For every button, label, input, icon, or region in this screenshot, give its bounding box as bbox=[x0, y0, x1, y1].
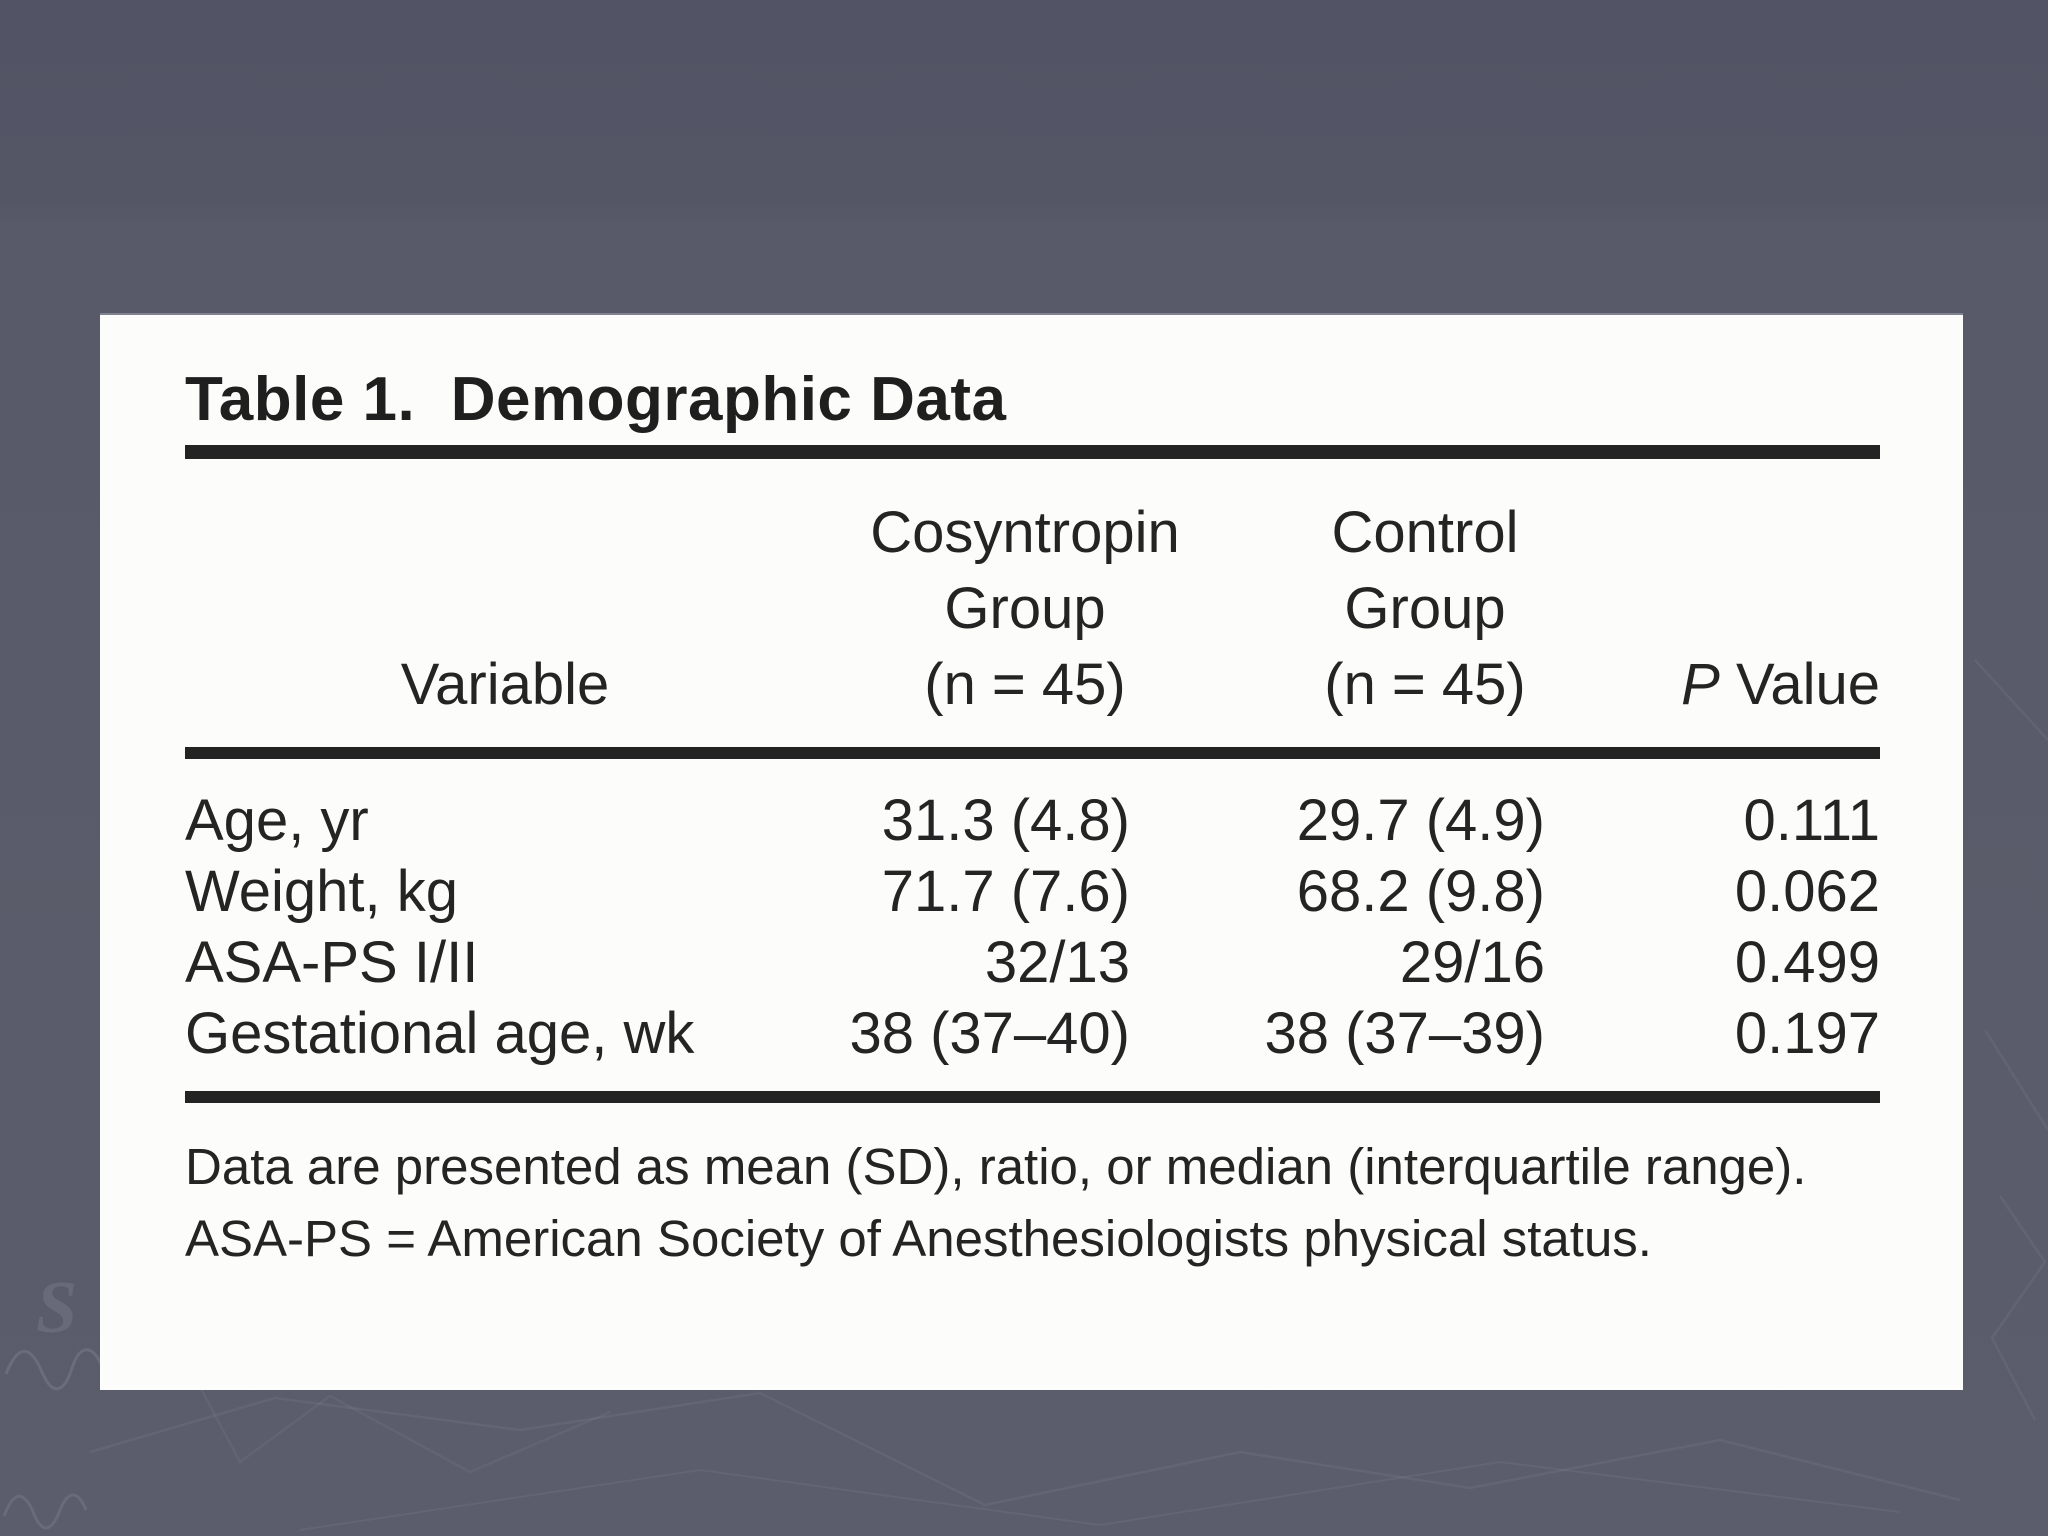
table-top-rule bbox=[185, 445, 1880, 459]
cell-control-value: 38 (37–39) bbox=[1264, 1001, 1545, 1066]
p-value-rest: Value bbox=[1719, 652, 1880, 717]
table-row-age: Age, yr 31.3 (4.8) 29.7 (4.9) 0.111 bbox=[185, 753, 1880, 856]
table-row-asa-ps: ASA-PS I/II 32/13 29/16 0.499 bbox=[185, 927, 1880, 998]
watermark-letter-s: S bbox=[36, 1267, 77, 1349]
watermark-polygon-lines bbox=[1974, 659, 2048, 1421]
cell-cosyntropin-value: 31.3 (4.8) bbox=[881, 788, 1130, 853]
cell-variable: Age, yr bbox=[185, 788, 369, 853]
header-line: (n = 45) bbox=[924, 652, 1126, 717]
header-line: Group bbox=[1344, 576, 1506, 641]
cell-cosyntropin-value: 38 (37–40) bbox=[849, 1001, 1130, 1066]
table-bottom-rule bbox=[185, 1091, 1880, 1103]
watermark-polygon-lines bbox=[158, 1311, 611, 1474]
cell-variable: ASA-PS I/II bbox=[185, 930, 479, 995]
header-line: Group bbox=[944, 576, 1106, 641]
cell-variable: Weight, kg bbox=[185, 859, 458, 924]
cell-p-value: 0.197 bbox=[1734, 1001, 1880, 1066]
cell-p-value: 0.062 bbox=[1734, 859, 1880, 924]
table-row-gestational-age: Gestational age, wk 38 (37–40) 38 (37–39… bbox=[185, 998, 1880, 1069]
watermark-polygon-lines bbox=[89, 1391, 1961, 1507]
header-line: Control bbox=[1331, 500, 1519, 565]
table-row-weight: Weight, kg 71.7 (7.6) 68.2 (9.8) 0.062 bbox=[185, 856, 1880, 927]
header-line: Cosyntropin bbox=[870, 500, 1180, 565]
cell-cosyntropin-value: 71.7 (7.6) bbox=[881, 859, 1130, 924]
table-panel: Table 1. Demographic Data Variable Cosyn… bbox=[100, 315, 1963, 1390]
header-line: (n = 45) bbox=[1324, 652, 1526, 717]
cell-cosyntropin-value: 32/13 bbox=[984, 930, 1130, 995]
cell-variable: Gestational age, wk bbox=[185, 1001, 695, 1066]
cell-control-value: 68.2 (9.8) bbox=[1296, 859, 1545, 924]
footnote-asa-ps-definition: ASA-PS = American Society of Anesthesiol… bbox=[185, 1210, 1652, 1267]
watermark-polygon-lines bbox=[299, 1460, 1901, 1531]
cell-p-value: 0.499 bbox=[1734, 930, 1880, 995]
table-title: Table 1. Demographic Data bbox=[185, 365, 1007, 434]
cell-control-value: 29/16 bbox=[1399, 930, 1545, 995]
table-footnotes: Data are presented as mean (SD), ratio, … bbox=[185, 1131, 1880, 1275]
demographics-table: Variable Cosyntropin Group (n = 45) Cont… bbox=[185, 459, 1880, 1069]
column-header-cosyntropin-group: Cosyntropin Group (n = 45) bbox=[825, 459, 1225, 759]
p-value-italic-p: P bbox=[1681, 652, 1720, 717]
column-header-control-group: Control Group (n = 45) bbox=[1225, 459, 1625, 759]
footnote-data-presentation: Data are presented as mean (SD), ratio, … bbox=[185, 1138, 1807, 1195]
column-header-p-value: P Value bbox=[1625, 459, 1880, 759]
cell-control-value: 29.7 (4.9) bbox=[1296, 788, 1545, 853]
watermark-scribble-icon bbox=[2, 1493, 88, 1530]
cell-p-value: 0.111 bbox=[1743, 788, 1880, 853]
table-header-row: Variable Cosyntropin Group (n = 45) Cont… bbox=[185, 459, 1880, 759]
column-header-variable: Variable bbox=[185, 459, 825, 759]
